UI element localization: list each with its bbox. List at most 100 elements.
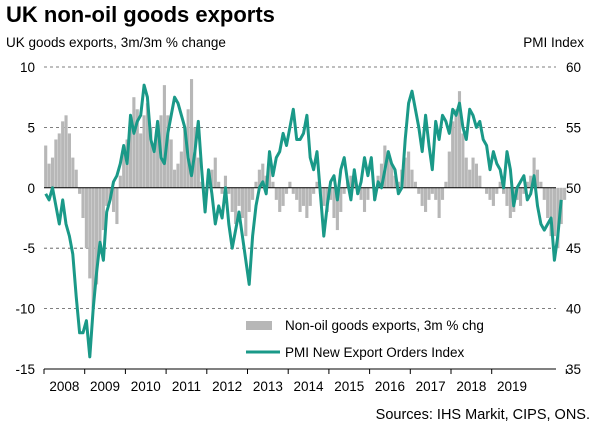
bar <box>549 187 553 237</box>
bar <box>98 187 102 255</box>
bar <box>196 157 200 188</box>
bar <box>366 187 370 200</box>
bar <box>386 151 390 188</box>
bar <box>261 163 265 188</box>
bar <box>267 157 272 188</box>
bar <box>44 145 48 188</box>
bar <box>132 97 136 188</box>
bar <box>118 175 122 188</box>
x-tick-label: 2019 <box>497 379 527 394</box>
x-tick-label: 2014 <box>294 379 325 394</box>
bar <box>274 187 278 200</box>
bar <box>230 187 234 212</box>
bar <box>332 187 336 218</box>
bar <box>50 157 55 188</box>
bar <box>57 133 61 188</box>
bar <box>542 187 546 200</box>
bar <box>457 91 462 188</box>
bar <box>437 187 441 218</box>
bar <box>335 187 339 231</box>
bar <box>271 181 275 188</box>
source-note: Sources: IHS Markit, CIPS, ONS. <box>376 407 590 423</box>
bar <box>169 139 173 188</box>
bar <box>420 187 424 206</box>
bar <box>91 187 95 309</box>
bar <box>237 187 241 206</box>
bar <box>54 139 58 188</box>
bar <box>440 187 445 200</box>
bar <box>474 163 478 188</box>
bar <box>525 181 529 188</box>
right-tick-label: 60 <box>566 60 581 75</box>
bar <box>454 109 458 188</box>
bar <box>95 187 99 285</box>
bar <box>485 187 489 194</box>
bar <box>535 169 540 188</box>
line-series-pmi-new-export-orders <box>44 83 563 359</box>
bar <box>556 187 560 249</box>
bar <box>478 175 482 188</box>
bar <box>298 187 302 212</box>
bar <box>563 187 567 200</box>
bar <box>135 109 139 188</box>
bar <box>410 169 414 188</box>
bar-series-non-oil-goods-exports <box>44 79 567 309</box>
bar <box>254 181 258 188</box>
bar <box>308 187 312 206</box>
bar <box>189 79 194 188</box>
bar <box>315 181 319 188</box>
bar <box>342 187 346 194</box>
bar <box>322 187 326 206</box>
bar <box>149 127 153 188</box>
bar <box>505 187 509 206</box>
legend: Non-oil goods exports, 3m % chg PMI New … <box>246 318 484 360</box>
left-tick-label: 10 <box>20 60 35 75</box>
bar <box>78 187 82 194</box>
bar <box>179 151 183 188</box>
bar <box>352 181 356 188</box>
bar <box>251 187 255 200</box>
right-tick-label: 55 <box>566 120 581 135</box>
x-tick-label: 2012 <box>212 379 242 394</box>
bar <box>502 187 506 194</box>
bar <box>393 175 397 188</box>
bar <box>61 121 65 188</box>
bar <box>359 187 363 200</box>
bar <box>88 187 92 279</box>
legend-label-bar: Non-oil goods exports, 3m % chg <box>285 318 484 333</box>
bar <box>471 157 475 188</box>
bar <box>281 187 285 206</box>
x-tick-label: 2015 <box>334 379 364 394</box>
bar <box>122 151 126 188</box>
bar <box>495 187 499 194</box>
bar <box>301 187 306 206</box>
bar <box>413 181 417 188</box>
bar <box>84 187 88 249</box>
left-tick-label: 5 <box>27 120 35 135</box>
bar <box>152 151 156 188</box>
x-tick-label: 2009 <box>90 379 120 394</box>
bar <box>278 187 282 212</box>
bar <box>162 85 166 188</box>
bar <box>295 187 299 200</box>
bar <box>427 187 431 200</box>
bar <box>407 151 411 188</box>
bar <box>552 187 557 237</box>
bar <box>390 163 394 188</box>
bar <box>223 175 228 188</box>
bar <box>430 187 434 194</box>
bar <box>532 157 536 188</box>
bar <box>47 163 51 188</box>
bar <box>522 187 526 194</box>
bar <box>464 157 468 188</box>
bar <box>139 133 143 188</box>
bar <box>240 187 244 218</box>
bar <box>115 187 119 225</box>
right-axis-label: PMI Index <box>523 35 584 50</box>
left-tick-label: 0 <box>27 181 35 196</box>
x-tick-label: 2013 <box>253 379 283 394</box>
bar <box>403 157 407 188</box>
bar <box>67 133 71 188</box>
